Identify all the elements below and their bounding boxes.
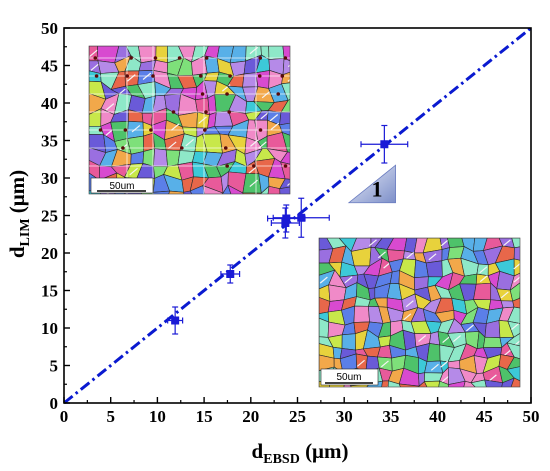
scale-bar-label: 50um [336,372,361,383]
x-axis-label: dEBSD (μm) [252,439,349,467]
y-tick-label: 25 [41,207,58,226]
y-axis: 0 5 10 15 20 25 30 35 40 45 50 [41,19,70,413]
x-tick-label: 20 [242,407,259,426]
y-tick-label: 50 [41,19,58,38]
marker-square [297,213,306,222]
y-tick-label: 15 [41,282,58,301]
y-tick-label: 35 [41,132,58,151]
slope-annotation: 1 [347,164,396,204]
x-tick-label: 10 [149,407,166,426]
data-point [220,264,241,284]
data-series [167,124,409,335]
x-tick-label: 0 [60,407,69,426]
x-tick-label: 30 [336,407,353,426]
x-tick-label: 40 [429,407,446,426]
y-tick-label: 20 [41,244,58,263]
scale-bar-background [320,368,379,386]
scale-bar-background [90,177,154,194]
marker-square [380,140,389,149]
data-point [360,124,409,164]
scale-bar-label: 50um [109,181,134,192]
y-tick-label: 40 [41,94,58,113]
y-tick-label: 0 [50,394,59,413]
marker-square [226,270,235,278]
x-tick-label: 25 [289,407,306,426]
x-axis: 0 5 10 15 20 25 30 35 40 45 50 [60,397,540,426]
reference-line [63,26,532,405]
slope-label: 1 [372,176,383,201]
x-tick-label: 45 [476,407,493,426]
x-tick-label: 35 [382,407,399,426]
marker-square [282,214,291,223]
inset-grain-map-with-grid: 50um [88,45,291,195]
x-tick-label: 5 [106,407,115,426]
data-point [270,207,300,239]
data-point [167,306,184,335]
marker-square [281,219,290,227]
inset-grain-map: 50um [318,237,521,388]
y-tick-label: 45 [41,57,58,76]
data-point [272,197,330,238]
marker-square [171,316,180,325]
y-tick-label: 5 [50,357,59,376]
x-tick-label: 15 [196,407,213,426]
y-tick-label: 10 [41,319,58,338]
y-tick-label: 30 [41,169,58,188]
x-tick-label: 50 [523,407,540,426]
y-axis-label: dLIM (μm) [5,170,33,258]
slope-triangle [347,164,396,204]
